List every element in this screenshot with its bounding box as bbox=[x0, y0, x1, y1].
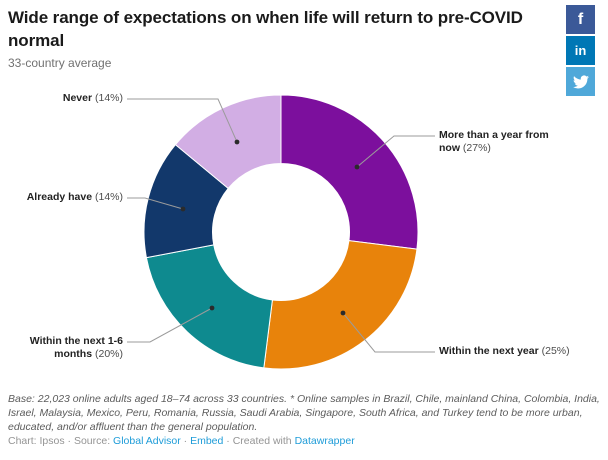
segment-label-within-1-6-months: Within the next 1-6 months (20%) bbox=[3, 335, 123, 361]
leader-dot-more bbox=[354, 164, 360, 170]
segment-label-value: (20%) bbox=[94, 348, 123, 360]
segment-label-name: Already have bbox=[26, 191, 93, 203]
leader-line-more bbox=[356, 135, 435, 168]
callout-leader-lines bbox=[127, 98, 435, 353]
leader-line-already bbox=[127, 197, 184, 210]
leader-line-year bbox=[342, 312, 435, 353]
attribution-prefix: Chart: Ipsos · Source: bbox=[8, 435, 114, 447]
segment-label-already-have: Already have (14%) bbox=[0, 191, 123, 204]
donut-chart bbox=[127, 94, 435, 370]
segment-label-name: Never bbox=[62, 92, 93, 104]
donut-segment-within-the-next-1-6-months[interactable] bbox=[145, 244, 273, 369]
share-twitter-button[interactable] bbox=[566, 67, 595, 96]
segment-label-name: Within the next 1-6 months bbox=[29, 335, 123, 360]
segment-label-more-than-a-year: More than a year from now (27%) bbox=[439, 129, 569, 155]
source-link[interactable]: Global Advisor bbox=[113, 435, 181, 447]
twitter-bird-icon bbox=[572, 74, 589, 89]
segment-label-value: (27%) bbox=[462, 142, 491, 154]
datawrapper-link[interactable]: Datawrapper bbox=[294, 435, 355, 447]
leader-dot-months bbox=[209, 305, 215, 311]
segment-label-value: (14%) bbox=[94, 191, 123, 203]
base-note: Base: 22,023 online adults aged 18–74 ac… bbox=[8, 393, 600, 433]
donut-segment-never[interactable] bbox=[174, 94, 282, 189]
segment-label-value: (25%) bbox=[541, 345, 570, 357]
attribution-created-with: · Created with bbox=[223, 435, 295, 447]
donut-segment-within-the-next-year[interactable] bbox=[263, 240, 418, 370]
page-title: Wide range of expectations on when life … bbox=[8, 8, 523, 50]
leader-line-never bbox=[127, 98, 238, 143]
donut-segment-more-than-a-year-from-now[interactable] bbox=[280, 94, 419, 250]
segment-label-value: (14%) bbox=[94, 92, 123, 104]
segment-label-within-next-year: Within the next year (25%) bbox=[439, 345, 599, 358]
share-toolbar: f in bbox=[566, 5, 595, 98]
embed-link[interactable]: Embed bbox=[190, 435, 224, 447]
share-facebook-button[interactable]: f bbox=[566, 5, 595, 34]
attribution-separator: · bbox=[180, 435, 191, 447]
leader-dot-already bbox=[180, 206, 186, 212]
leader-dot-never bbox=[234, 139, 240, 145]
segment-label-name: Within the next year bbox=[439, 345, 539, 357]
facebook-icon: f bbox=[577, 10, 584, 28]
leader-line-months bbox=[127, 307, 213, 343]
linkedin-icon: in bbox=[574, 43, 587, 58]
attribution-line: Chart: Ipsos · Source: Global Advisor · … bbox=[8, 435, 355, 447]
leader-dot-year bbox=[340, 310, 346, 316]
segment-label-never: Never (14%) bbox=[0, 92, 123, 105]
chart-subtitle: 33-country average bbox=[8, 56, 112, 70]
segment-label-name: More than a year from now bbox=[439, 129, 549, 154]
share-linkedin-button[interactable]: in bbox=[566, 36, 595, 65]
